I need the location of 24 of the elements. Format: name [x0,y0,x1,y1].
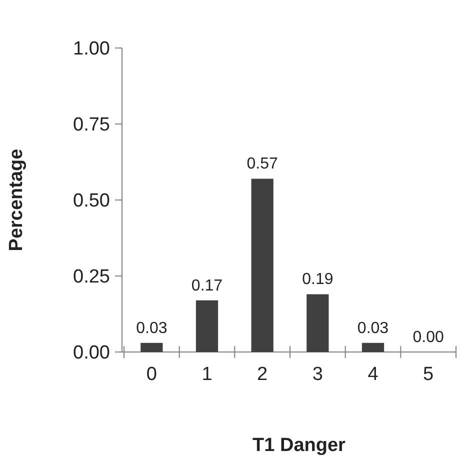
x-tick-label: 2 [257,364,268,385]
y-tick-label: 0.00 [73,342,110,364]
x-tick-label: 3 [312,364,323,385]
y-tick-label: 0.75 [73,114,110,136]
y-axis-title: Percentage [6,148,27,252]
x-tick-label: 4 [368,364,379,385]
data-label: 0.00 [412,329,444,346]
x-tick-label: 1 [202,364,212,385]
bar [306,294,329,352]
x-tick-label: 0 [146,364,157,385]
data-label: 0.19 [302,271,334,288]
bar [196,300,218,352]
bar [362,342,384,352]
bar [251,178,274,352]
y-tick-label: 0.25 [73,266,110,288]
data-label: 0.17 [191,277,223,294]
bar [140,342,163,352]
data-label: 0.57 [246,156,278,173]
x-axis-title: T1 Danger [252,435,346,456]
data-label: 0.03 [136,320,168,337]
y-tick-label: 1.00 [73,38,110,60]
y-tick-label: 0.50 [73,190,110,212]
data-label: 0.03 [357,320,389,337]
x-tick-label: 5 [423,364,434,385]
